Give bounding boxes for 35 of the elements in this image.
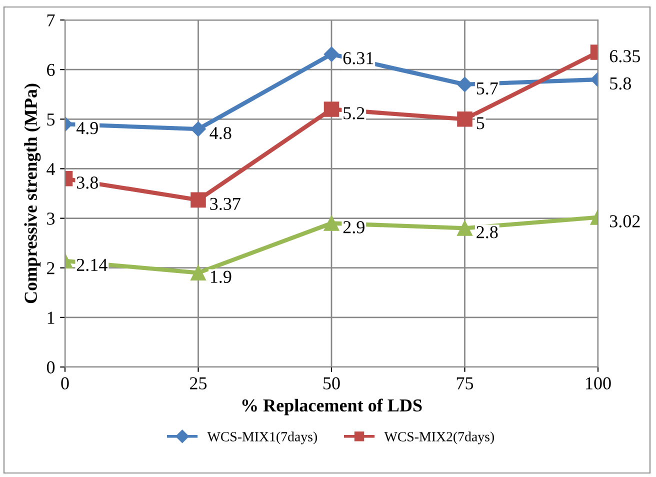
x-tick-label: 75	[456, 377, 474, 390]
data-label: 5.8	[610, 77, 631, 90]
data-label: 2.8	[476, 226, 498, 238]
x-tick-label: 100	[586, 377, 611, 390]
x-tick-label: 25	[190, 377, 207, 390]
data-label: 6.31	[343, 52, 374, 64]
x-tick-label: 0	[61, 377, 69, 390]
data-label: 3.8	[76, 176, 98, 189]
data-label: 2.9	[343, 221, 364, 234]
data-label: 3.02	[610, 215, 640, 228]
data-label: 4.9	[76, 122, 98, 134]
legend-label: WCS-MIX1(7days)	[207, 432, 317, 444]
point	[324, 216, 340, 231]
data-label: 5	[476, 117, 484, 130]
y-tick-label: 6	[47, 64, 55, 76]
y-tick-label: 4	[46, 163, 55, 175]
point	[324, 46, 340, 62]
y-tick-label: 0	[46, 361, 55, 374]
y-axis-title: Compressive strength (MPa)	[24, 84, 41, 304]
data-label: 4.8	[210, 126, 232, 140]
x-tick-label: 50	[324, 377, 340, 390]
y-tick-label: 2	[47, 262, 54, 274]
data-label: 5.7	[476, 82, 498, 95]
point	[324, 102, 340, 117]
legend-label: WCS-MIX2(7days)	[384, 432, 494, 444]
data-label: 2.14	[76, 258, 108, 272]
data-label: 1.9	[210, 270, 232, 283]
data-label: 3.37	[210, 198, 240, 210]
y-tick-label: 3	[47, 212, 55, 225]
x-axis-title: % Replacement of LDS	[242, 398, 422, 416]
data-label: 5.2	[344, 107, 364, 120]
y-tick-label: 7	[47, 14, 55, 26]
y-tick-label: 1	[48, 312, 54, 324]
data-label: 6.35	[610, 50, 640, 62]
y-tick-label: 5	[47, 114, 55, 126]
